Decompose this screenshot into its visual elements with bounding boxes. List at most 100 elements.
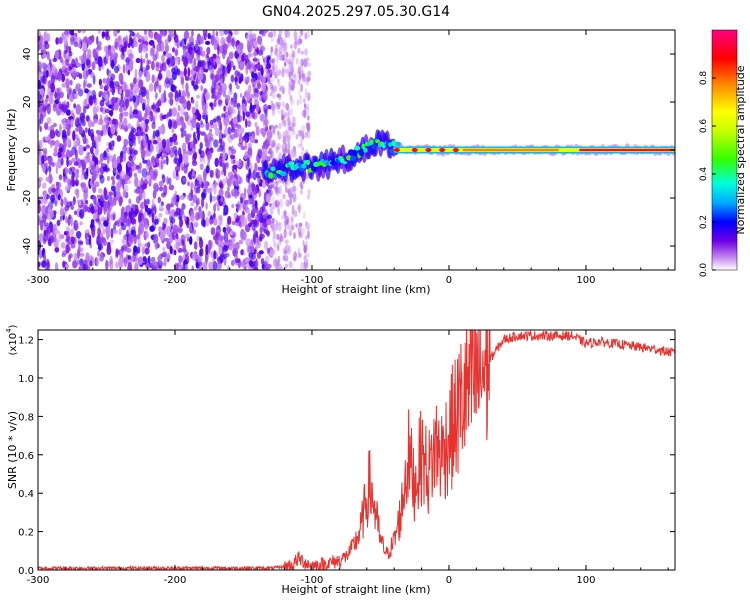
spectrogram-cell — [139, 179, 142, 186]
spectrogram-cell — [263, 208, 268, 219]
spectrogram-cell — [271, 91, 276, 100]
spectrogram-cell — [257, 166, 262, 171]
spectrogram-cell — [246, 120, 252, 128]
spectrogram-cell — [146, 171, 151, 176]
spectrogram-cell — [300, 163, 307, 169]
spectrogram-cell — [205, 121, 210, 131]
spectrogram-cell — [223, 105, 226, 112]
spectrogram-cell — [50, 82, 55, 93]
spectrogram-cell — [158, 62, 163, 68]
spectrogram-cell — [54, 68, 58, 78]
spectrogram-cell — [305, 103, 309, 110]
spectrogram-cell — [127, 123, 132, 129]
spectrogram-cell — [252, 219, 258, 228]
spectrogram-cell — [262, 75, 267, 83]
spectrogram-cell — [223, 241, 229, 246]
spectrogram-cell — [176, 170, 179, 177]
spectrogram-cell — [257, 71, 261, 81]
spectrogram-cell — [230, 237, 236, 243]
spectrogram-cell — [201, 50, 206, 58]
spectrogram-y-label: Frequency (Hz) — [5, 109, 18, 192]
spectrogram-cell — [207, 132, 213, 140]
spectrogram-cell — [42, 238, 47, 245]
spectrogram-cell — [118, 72, 124, 83]
spectrogram-cell — [232, 116, 238, 125]
spectrogram-cell — [168, 78, 174, 86]
spectrogram-cell — [218, 155, 223, 167]
spectrogram-cell — [200, 197, 205, 208]
spectrogram-cell — [162, 159, 167, 165]
spectrogram-cell — [224, 252, 230, 258]
spectrogram-cell — [134, 84, 140, 94]
spectrogram-cell — [300, 261, 304, 270]
spectrogram-cell — [247, 156, 250, 168]
spectrogram-cell — [251, 111, 256, 119]
spectrogram-cell — [135, 196, 141, 204]
spectrogram-cell — [56, 91, 61, 102]
spectrogram-cell — [162, 64, 167, 72]
spectrogram-cell — [89, 260, 93, 267]
spectrogram-cell — [282, 46, 287, 56]
spectrogram-cell — [81, 120, 86, 127]
spectrogram-cell — [41, 204, 47, 216]
spectrogram-cell — [243, 154, 248, 160]
spectrogram-cell — [212, 118, 217, 123]
spectrogram-cell — [88, 127, 91, 137]
spectrogram-cell — [54, 246, 60, 253]
spectrogram-cell — [210, 227, 216, 236]
spectrogram-cell — [200, 191, 206, 199]
spectrogram-cell — [65, 238, 68, 243]
spectrogram-cell — [302, 240, 305, 247]
spectrogram-cell — [75, 168, 80, 175]
spectrogram-cell — [100, 232, 104, 238]
spectrogram-cell — [232, 164, 238, 170]
spectrogram-cell — [271, 58, 275, 64]
snr-x-ticks: -300 -200 -100 0 100 — [27, 330, 669, 586]
doppler-ridge — [261, 129, 675, 187]
spectrogram-cell — [71, 200, 75, 206]
spectrogram-cell — [184, 91, 190, 97]
spectrogram-cell — [191, 98, 195, 104]
spectrogram-cell — [98, 243, 103, 251]
spectrogram-cell — [166, 145, 170, 155]
spectrogram-cell — [159, 261, 165, 267]
spectrogram-cell — [114, 65, 119, 74]
spectrogram-cell — [91, 226, 96, 238]
spectrogram-cell — [178, 89, 181, 98]
spectrogram-cell — [228, 101, 234, 112]
spectrogram-cell — [169, 245, 173, 255]
spectrogram-cell — [166, 176, 169, 185]
spectrogram-cell — [277, 221, 282, 232]
spectrogram-cell — [196, 94, 200, 99]
spectrogram-cell — [82, 263, 87, 270]
spectrogram-cell — [291, 204, 295, 215]
spectrogram-cell — [352, 151, 358, 157]
spectrogram-cell — [67, 137, 71, 147]
spectrogram-cell — [78, 144, 84, 156]
spectrogram-cell — [45, 176, 50, 182]
spectrogram-cell — [271, 217, 275, 224]
spectrogram-cell — [159, 186, 163, 192]
spectrogram-cell — [122, 144, 127, 155]
spectrogram-cell — [245, 118, 248, 128]
spectrogram-cell — [143, 35, 149, 42]
spectrogram-cell — [301, 184, 304, 190]
spectrogram-cell — [174, 89, 178, 94]
y-tick-label: 0.4 — [18, 489, 34, 500]
spectrogram-cell — [48, 165, 52, 173]
spectrogram-cell — [73, 103, 77, 109]
spectrogram-cell — [282, 194, 286, 200]
spectrogram-cell — [388, 142, 393, 148]
spectrogram-cell — [171, 217, 176, 224]
spectrogram-cell — [242, 211, 246, 216]
spectrogram-cell — [144, 118, 150, 125]
spectrogram-cell — [54, 162, 58, 167]
spectrogram-cell — [185, 233, 190, 239]
spectrogram-cell — [247, 142, 253, 149]
spectrogram-cell — [215, 232, 219, 239]
spectrogram-cell — [275, 180, 279, 186]
spectrogram-cell — [287, 120, 292, 126]
spectrogram-cell — [196, 56, 201, 62]
spectrogram-cell — [203, 170, 207, 181]
spectrogram-cell — [155, 92, 158, 99]
